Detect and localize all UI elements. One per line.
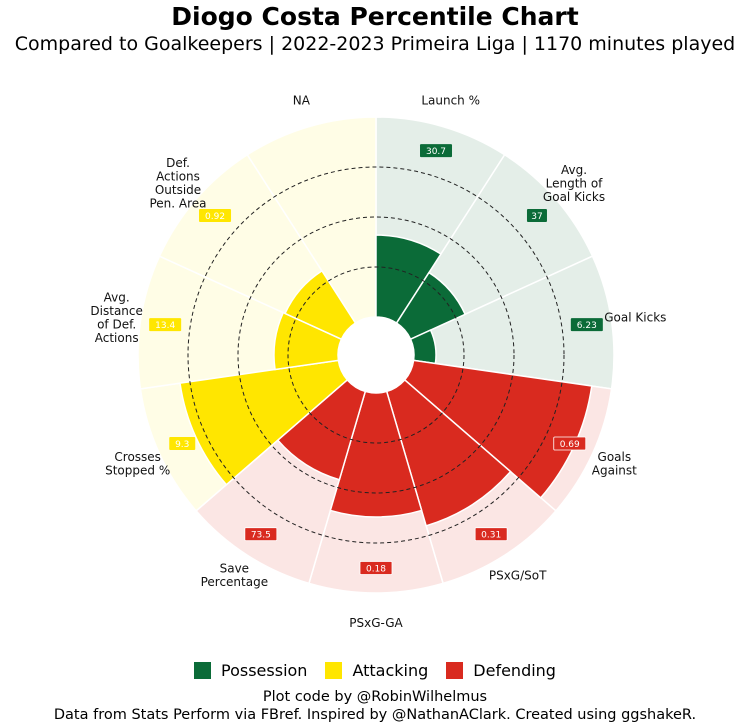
legend-swatch-attacking [325, 662, 343, 679]
value-label: 0.18 [366, 565, 386, 575]
value-label: 6.23 [577, 321, 597, 331]
category-label: Avg. Distance of Def. Actions [90, 290, 142, 345]
value-label-box [244, 527, 278, 542]
legend-label: Defending [473, 661, 556, 680]
category-label: Avg. Length of Goal Kicks [543, 163, 605, 204]
percentile-bar [284, 269, 357, 341]
legend: Possession Attacking Defending [0, 661, 750, 680]
value-label-box [553, 436, 587, 451]
gridline-circle [187, 166, 565, 544]
category-label: PSxG/SoT [489, 568, 547, 582]
value-label-box [526, 209, 547, 223]
value-label: 9.3 [175, 440, 189, 450]
gridline-circle [287, 266, 465, 444]
value-label-box [420, 144, 453, 158]
value-label-box [169, 436, 196, 450]
percentile-bar [395, 271, 467, 341]
value-label-box [149, 318, 182, 332]
center-hole [338, 317, 414, 393]
footer-source: Data from Stats Perform via FBref. Inspi… [53, 707, 697, 723]
value-label-box [570, 318, 603, 332]
legend-item-attacking: Attacking [325, 661, 428, 680]
category-label: Save Percentage [201, 562, 269, 590]
legend-label: Attacking [352, 661, 429, 680]
value-label: 30.7 [426, 147, 446, 157]
chart-subtitle: Compared to Goalkeepers | 2022-2023 Prim… [14, 33, 736, 55]
category-label: Def. Actions Outside Pen. Area [149, 156, 206, 211]
category-label: NA [293, 94, 311, 108]
value-label: 0.92 [205, 212, 225, 222]
footer-credit: Plot code by @RobinWilhelmus [262, 689, 488, 705]
value-label: 0.69 [560, 440, 580, 450]
value-label-box [474, 527, 508, 542]
category-label: Goals Against [592, 450, 637, 478]
legend-item-defending: Defending [446, 661, 556, 680]
legend-item-possession: Possession [194, 661, 307, 680]
footer: Plot code by @RobinWilhelmus Data from S… [0, 688, 750, 724]
category-label: Goal Kicks [604, 311, 666, 325]
category-label: Launch % [421, 94, 480, 108]
value-label: 37 [531, 212, 542, 222]
value-label-box [359, 561, 393, 575]
chart-title: Diogo Costa Percentile Chart [171, 2, 579, 31]
legend-swatch-possession [194, 662, 212, 679]
legend-swatch-defending [446, 662, 464, 679]
value-label: 13.4 [155, 321, 175, 331]
value-label: 0.31 [481, 531, 501, 541]
gridline-circle [237, 216, 515, 494]
legend-label: Possession [221, 661, 308, 680]
category-label: PSxG-GA [349, 616, 403, 630]
value-label: 73.5 [251, 531, 271, 541]
value-label-box [199, 209, 232, 223]
category-label: Crosses Stopped % [105, 450, 170, 478]
